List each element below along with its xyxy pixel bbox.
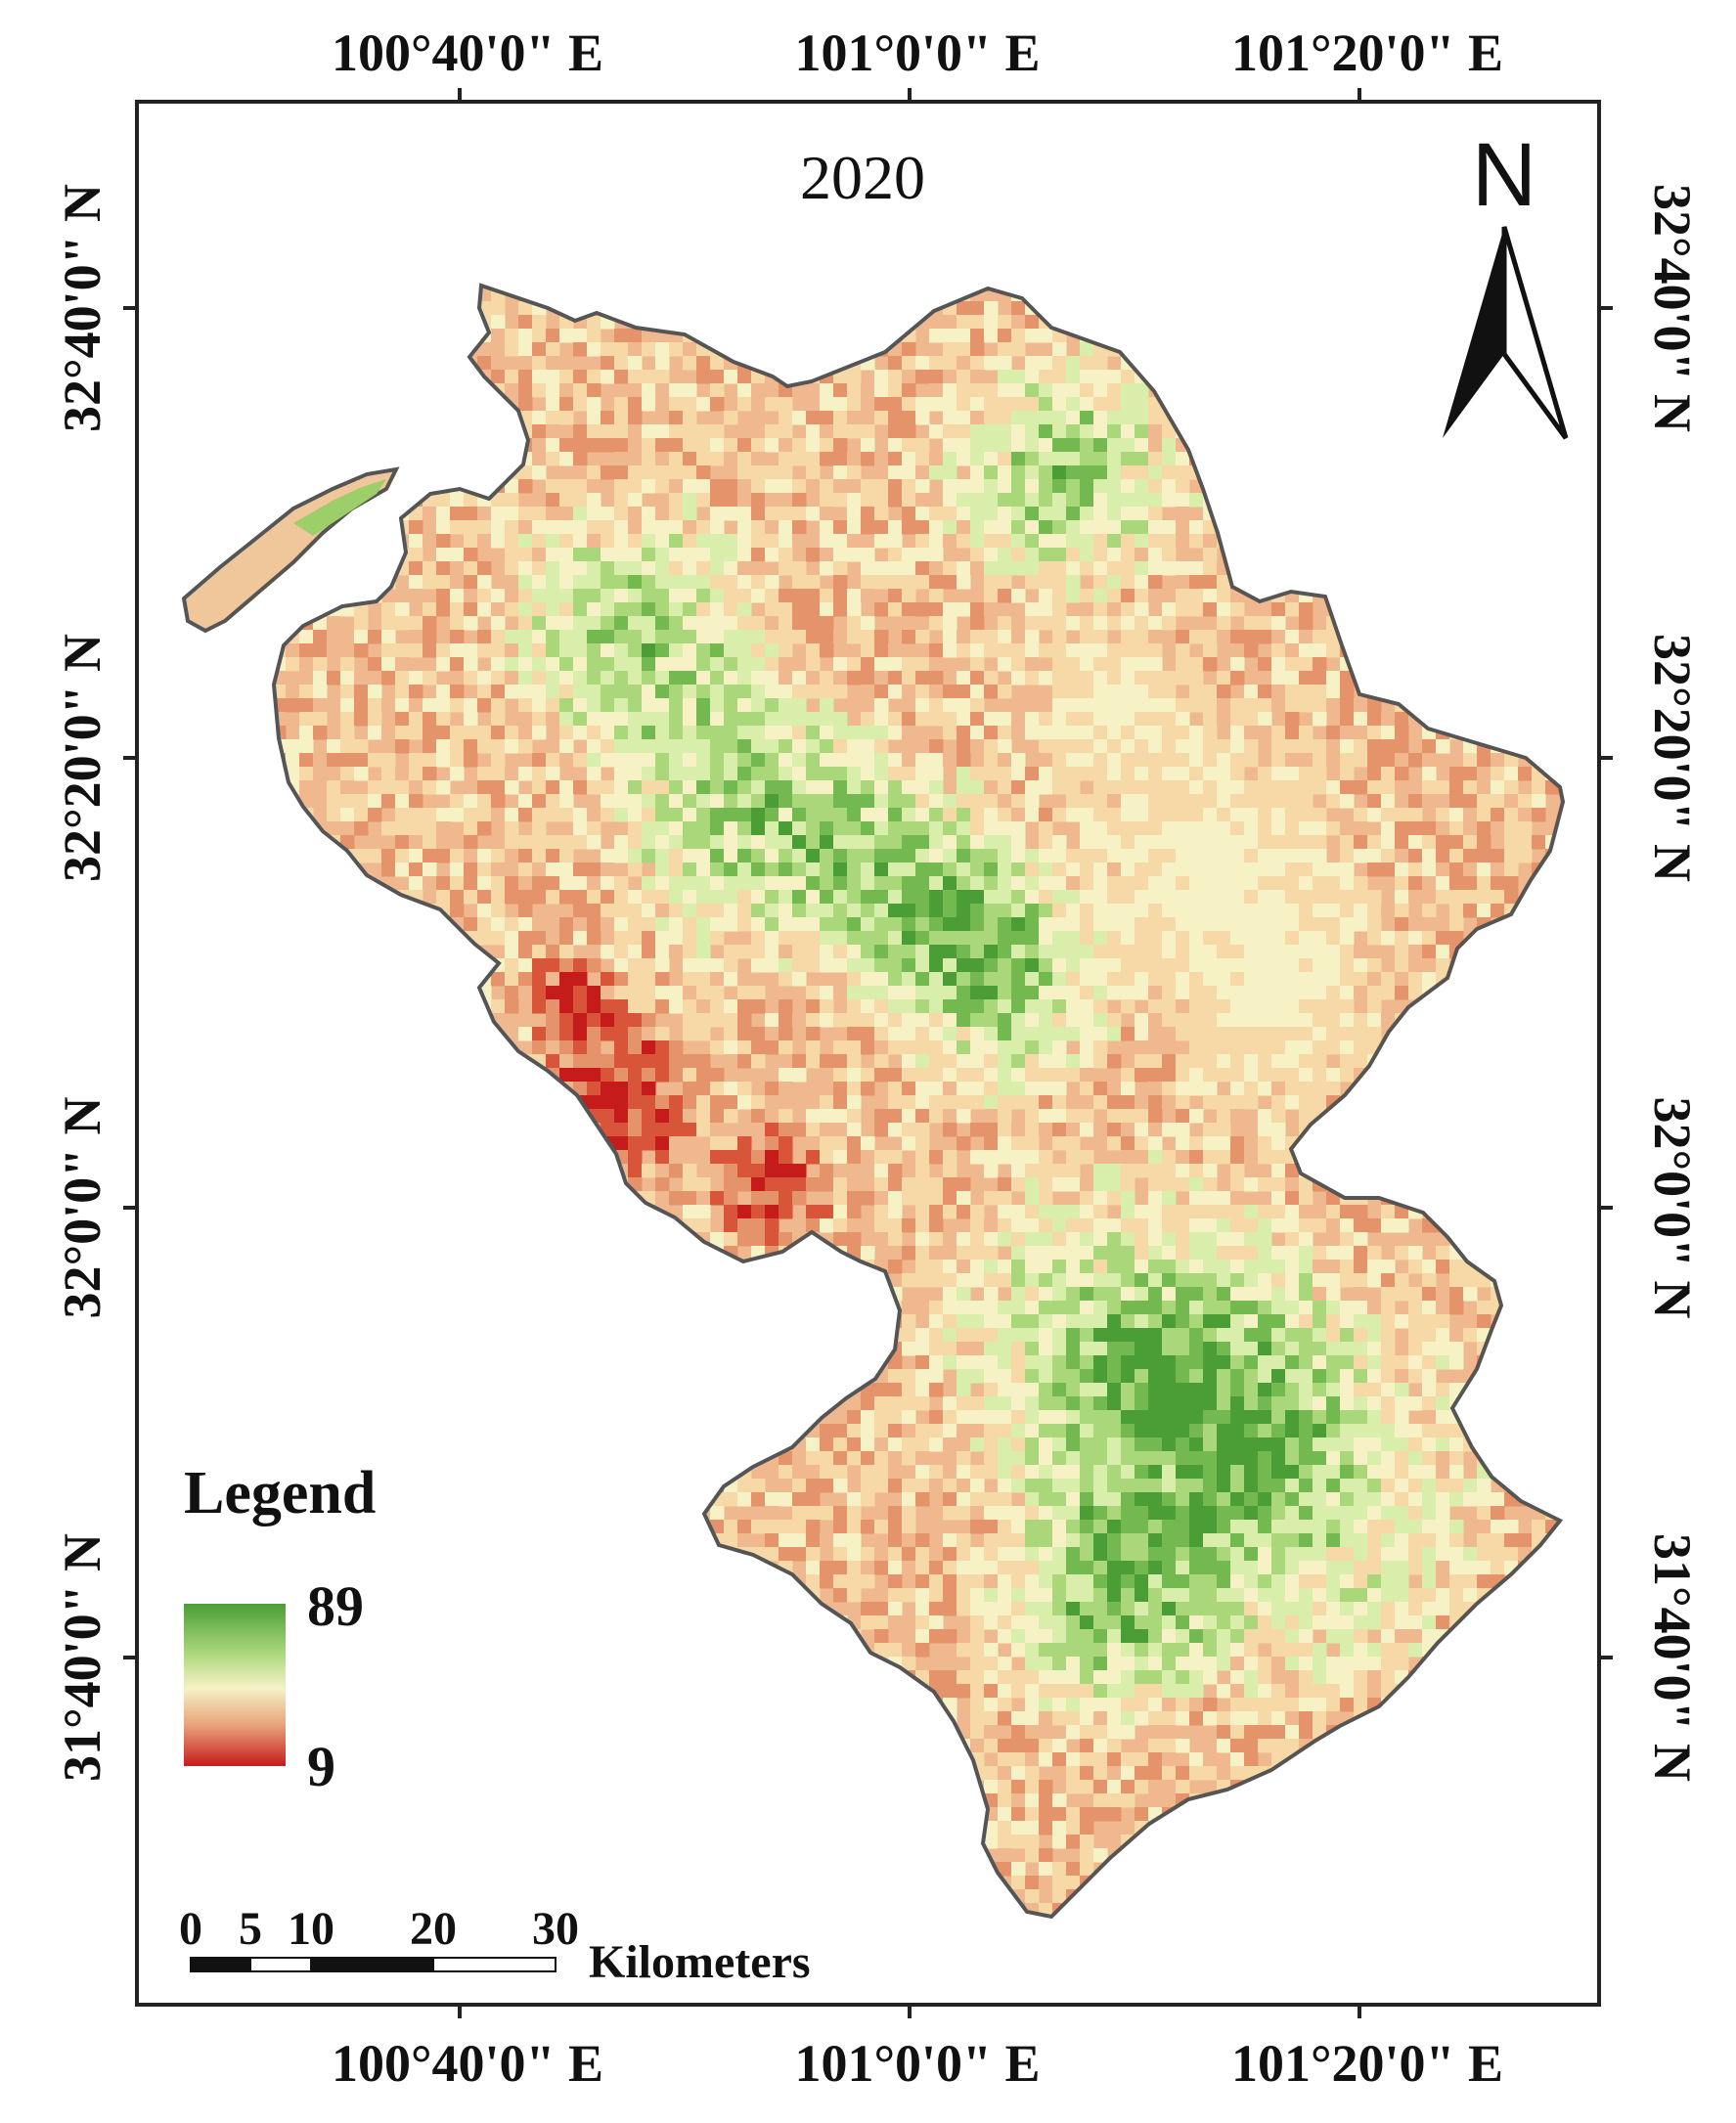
lon-label-top-3: 101°20'0" E [1231, 23, 1503, 82]
lon-label-top-2: 101°0'0" E [794, 23, 1040, 82]
legend-color-ramp [184, 1604, 286, 1766]
lat-label-left-4: 31°40'0" N [53, 1533, 111, 1782]
map-frame [135, 100, 1601, 2007]
raster-region [274, 286, 1563, 1917]
map-title: 2020 [800, 143, 925, 212]
scale-tick-0: 0 [179, 1903, 202, 1955]
legend-max-label: 89 [307, 1574, 364, 1638]
lon-label-bottom-3: 101°20'0" E [1231, 2034, 1503, 2093]
lat-label-right-3: 32°0'0" N [1643, 1096, 1702, 1318]
raster-cells [274, 286, 1563, 1917]
lat-label-left-2: 32°20'0" N [53, 634, 111, 882]
lon-label-bottom-1: 100°40'0" E [332, 2034, 603, 2093]
scale-unit: Kilometers [589, 1936, 811, 1988]
north-arrow-icon: N [1443, 125, 1569, 440]
legend-min-label: 9 [307, 1735, 335, 1798]
island-green [293, 479, 386, 536]
lon-label-bottom-2: 101°0'0" E [794, 2034, 1040, 2093]
legend-title: Legend [184, 1460, 376, 1526]
lat-label-right-1: 32°40'0" N [1643, 184, 1702, 432]
lat-label-left-1: 32°40'0" N [53, 184, 111, 432]
legend: Legend 89 9 [184, 1460, 376, 1798]
scale-tick-10: 10 [288, 1903, 334, 1955]
lat-label-right-4: 31°40'0" N [1643, 1533, 1702, 1782]
north-label: N [1472, 125, 1536, 225]
lon-label-top-1: 100°40'0" E [332, 23, 603, 82]
lat-label-right-2: 32°20'0" N [1643, 634, 1702, 882]
scale-tick-30: 30 [532, 1903, 579, 1955]
scale-bar: 0 5 10 20 30 Kilometers [179, 1903, 811, 1988]
scale-tick-5: 5 [239, 1903, 262, 1955]
scale-tick-20: 20 [410, 1903, 457, 1955]
region-boundary [271, 283, 1566, 1920]
frame-ticks [123, 88, 1613, 2018]
lat-label-left-3: 32°0'0" N [53, 1096, 111, 1318]
